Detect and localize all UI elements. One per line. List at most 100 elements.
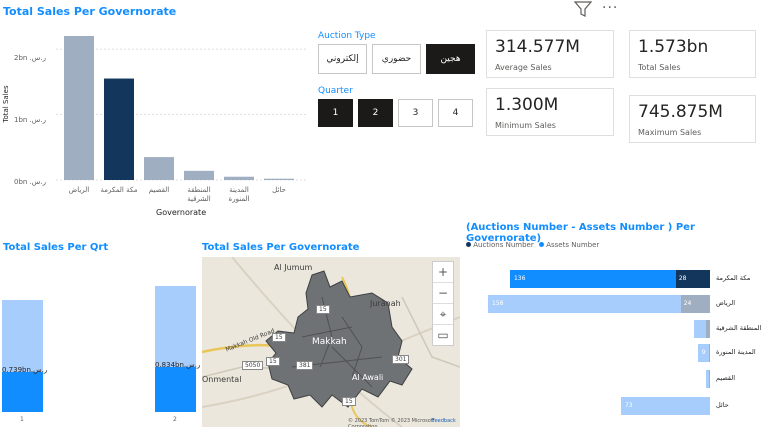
road-shield: 15 <box>342 397 356 406</box>
qrt-x-tick: 2 <box>173 416 177 423</box>
quarter-option-2[interactable]: 2 <box>358 99 393 127</box>
bar-4[interactable] <box>224 176 254 180</box>
road-shield: 5050 <box>242 361 264 370</box>
bar-5[interactable] <box>264 178 294 180</box>
category-label: حائل <box>716 401 729 409</box>
auction-option-electronic[interactable]: إلكتروني <box>318 44 367 74</box>
assets-value-label: 158 <box>492 300 504 307</box>
auctions-bar[interactable] <box>706 320 710 338</box>
auctions-bar[interactable] <box>708 370 710 388</box>
x-tick-label: مكة المكرمة <box>100 186 138 194</box>
quarter-option-1[interactable]: 1 <box>318 99 353 127</box>
road-shield: 301 <box>392 355 410 364</box>
maximum-sales-value: 745.875M <box>638 102 723 122</box>
assets-bar[interactable] <box>697 344 709 362</box>
bar-0[interactable] <box>64 36 94 180</box>
legend: Auctions Number Assets Number <box>466 241 599 249</box>
chart-title-sales-governorate: Total Sales Per Governorate <box>3 5 177 18</box>
legend-dot-auctions <box>466 242 471 247</box>
legend-dot-assets <box>538 242 544 247</box>
zoom-out-button[interactable]: − <box>433 283 453 304</box>
x-tick-label: المدينة المنورة <box>228 186 250 203</box>
map-label-juranah: Jurānah <box>370 299 401 308</box>
y-tick-2bn: 2bn .ر.س <box>14 54 46 62</box>
zoom-in-button[interactable]: + <box>433 262 453 283</box>
category-label: المنطقة الشرقية <box>716 324 762 332</box>
qrt-bar-1[interactable] <box>2 371 43 412</box>
map-copyright: © 2023 TomTom © 2023 Microsoft Corporati… <box>348 418 435 427</box>
auctions-bar[interactable] <box>680 295 710 313</box>
average-sales-value: 314.577M <box>495 37 580 57</box>
chart-title-map: Total Sales Per Governorate <box>202 242 360 253</box>
chart-title-sales-qrt: Total Sales Per Qrt <box>3 242 109 253</box>
x-tick-label: القصيم <box>148 186 170 194</box>
bar-3[interactable] <box>184 170 214 180</box>
auctions-value-label: 28 <box>678 275 687 282</box>
road-shield: 15 <box>266 357 280 366</box>
quarter-option-3[interactable]: 3 <box>398 99 433 127</box>
qrt-x-tick: 1 <box>20 416 24 423</box>
map-style-icon[interactable]: ▭ <box>437 328 449 342</box>
legend-assets: Assets Number <box>546 241 600 249</box>
assets-bar[interactable] <box>620 397 710 415</box>
legend-auctions: Auctions Number <box>473 241 534 249</box>
filter-icon[interactable] <box>573 1 593 17</box>
total-sales-value: 1.573bn <box>638 37 709 57</box>
auctions-bar[interactable] <box>708 344 710 362</box>
qrt-bar-2[interactable] <box>155 366 196 412</box>
card-total-sales: 1.573bn Total Sales <box>629 30 756 78</box>
auction-option-hybrid[interactable]: هجين <box>426 44 475 74</box>
assets-bar[interactable] <box>694 320 707 338</box>
card-minimum-sales: 1.300M Minimum Sales <box>486 88 614 136</box>
x-tick-label: الرياض <box>68 186 90 194</box>
category-label: المدينة المنورة <box>716 348 756 356</box>
y-tick-1bn: 1bn .ر.س <box>14 116 46 124</box>
governorate-map[interactable]: Al Jumum Jurānah Makkah Al Awali Onmenta… <box>202 257 460 427</box>
assets-bar[interactable] <box>706 370 709 388</box>
minimum-sales-value: 1.300M <box>495 95 559 115</box>
card-maximum-sales: 745.875M Maximum Sales <box>629 95 756 143</box>
assets-bar[interactable] <box>488 295 681 313</box>
average-sales-label: Average Sales <box>495 63 552 72</box>
auctions-bar[interactable] <box>675 270 710 288</box>
assets-value-label: 9 <box>701 349 706 356</box>
map-feedback-link[interactable]: Feedback <box>432 418 456 424</box>
road-shield: 381 <box>296 361 314 370</box>
y-tick-0bn: 0bn .ر.س <box>14 178 46 186</box>
more-options-icon[interactable]: ··· <box>602 0 619 16</box>
x-axis-label: Governorate <box>156 208 207 217</box>
x-tick-label: المنطقة الشرقية <box>187 186 211 203</box>
map-label-makkah: Makkah <box>312 337 347 347</box>
y-axis-label: Total Sales <box>2 85 10 123</box>
category-label: مكة المكرمة <box>716 274 751 282</box>
assets-bar[interactable] <box>509 270 676 288</box>
makkah-region-shape <box>265 270 413 408</box>
total-sales-label: Total Sales <box>638 63 681 72</box>
qrt-data-label: 0.834bn.ر.س <box>155 360 201 369</box>
qrt-data-label: 0.739bn.ر.س <box>2 365 48 374</box>
map-label-al-awali: Al Awali <box>352 373 384 382</box>
maximum-sales-label: Maximum Sales <box>638 128 702 137</box>
assets-value-label: 136 <box>513 275 526 282</box>
sales-governorate-chart <box>56 36 306 181</box>
card-average-sales: 314.577M Average Sales <box>486 30 614 78</box>
category-label: الرياض <box>716 299 736 307</box>
road-shield: 15 <box>272 333 286 342</box>
auction-type-title: Auction Type <box>318 31 376 41</box>
locate-icon[interactable]: ⌖ <box>433 304 453 325</box>
quarter-title: Quarter <box>318 86 353 96</box>
map-label-onmental: Onmental <box>202 375 242 384</box>
map-controls: + − ⌖ ▭ <box>432 261 454 346</box>
category-label: القصيم <box>716 374 735 382</box>
bar-2[interactable] <box>144 157 174 180</box>
chart-title-counts: (Auctions Number - Assets Number ) Per G… <box>466 222 695 244</box>
assets-value-label: 73 <box>624 402 633 409</box>
auctions-value-label: 24 <box>683 300 692 307</box>
x-tick-label: حائل <box>272 186 286 194</box>
minimum-sales-label: Minimum Sales <box>495 121 556 130</box>
road-shield: 15 <box>316 305 330 314</box>
map-label-al-jumum: Al Jumum <box>274 263 313 272</box>
auction-option-in-person[interactable]: حضوري <box>372 44 421 74</box>
bar-1[interactable] <box>104 78 134 180</box>
quarter-option-4[interactable]: 4 <box>438 99 473 127</box>
